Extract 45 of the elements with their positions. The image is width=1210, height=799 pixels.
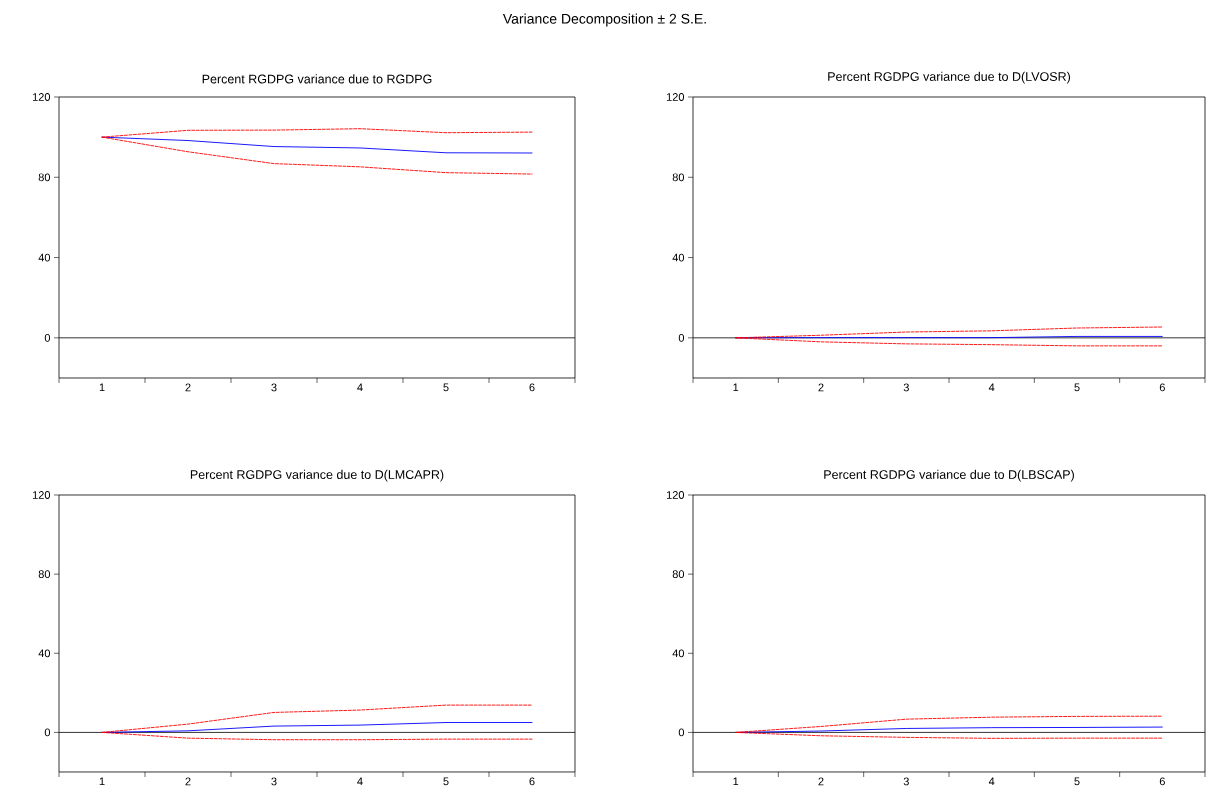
y-tick-label: 40 — [672, 253, 685, 262]
x-tick-label: 1 — [733, 383, 739, 392]
x-tick-label: 2 — [185, 777, 191, 786]
x-tick-label: 2 — [185, 383, 191, 392]
x-tick-label: 4 — [357, 383, 363, 392]
x-tick-label: 3 — [903, 383, 909, 392]
chart-title: Percent RGDPG variance due to D(LMCAPR) — [190, 469, 444, 482]
x-tick-label: 5 — [443, 383, 449, 392]
x-tick-label: 3 — [271, 777, 277, 786]
x-tick-label: 1 — [99, 383, 105, 392]
y-tick-label: 120 — [666, 491, 685, 499]
y-tick-label: 80 — [38, 173, 51, 182]
chart-title: Percent RGDPG variance due to D(LVOSR) — [828, 71, 1071, 84]
x-tick-label: 4 — [357, 777, 363, 786]
x-tick-label: 3 — [271, 383, 277, 392]
x-tick-label: 6 — [1159, 777, 1165, 786]
text: Variance Decomposition ± 2 S.E. — [502, 13, 706, 27]
chart-title: Percent RGDPG variance due to D(LBSCAP) — [824, 469, 1074, 482]
y-tick-label: 120 — [32, 491, 51, 499]
x-tick-label: 2 — [818, 383, 824, 392]
y-tick-label: 120 — [666, 93, 685, 101]
x-tick-label: 4 — [988, 383, 995, 392]
y-tick-label: 0 — [678, 728, 685, 737]
x-tick-label: 5 — [1074, 383, 1080, 392]
x-tick-label: 5 — [443, 777, 449, 786]
x-tick-label: 6 — [529, 383, 535, 392]
y-tick-label: 80 — [672, 570, 685, 579]
x-tick-label: 4 — [988, 777, 995, 786]
y-tick-label: 120 — [32, 93, 51, 101]
y-tick-label: 40 — [672, 649, 685, 658]
y-tick-label: 0 — [44, 333, 51, 342]
x-tick-label: 3 — [903, 777, 909, 786]
x-tick-label: 5 — [1074, 777, 1080, 786]
x-tick-label: 6 — [529, 777, 535, 786]
x-tick-label: 1 — [733, 777, 739, 786]
y-tick-label: 80 — [38, 570, 51, 579]
y-tick-label: 80 — [672, 173, 685, 182]
y-tick-label: 0 — [678, 333, 685, 342]
x-tick-label: 2 — [818, 777, 824, 786]
y-tick-label: 40 — [38, 253, 51, 262]
x-tick-label: 1 — [99, 777, 105, 786]
y-tick-label: 0 — [44, 728, 51, 737]
x-tick-label: 6 — [1159, 383, 1165, 392]
y-tick-label: 40 — [38, 649, 51, 658]
chart-title: Percent RGDPG variance due to RGDPG — [202, 74, 432, 84]
